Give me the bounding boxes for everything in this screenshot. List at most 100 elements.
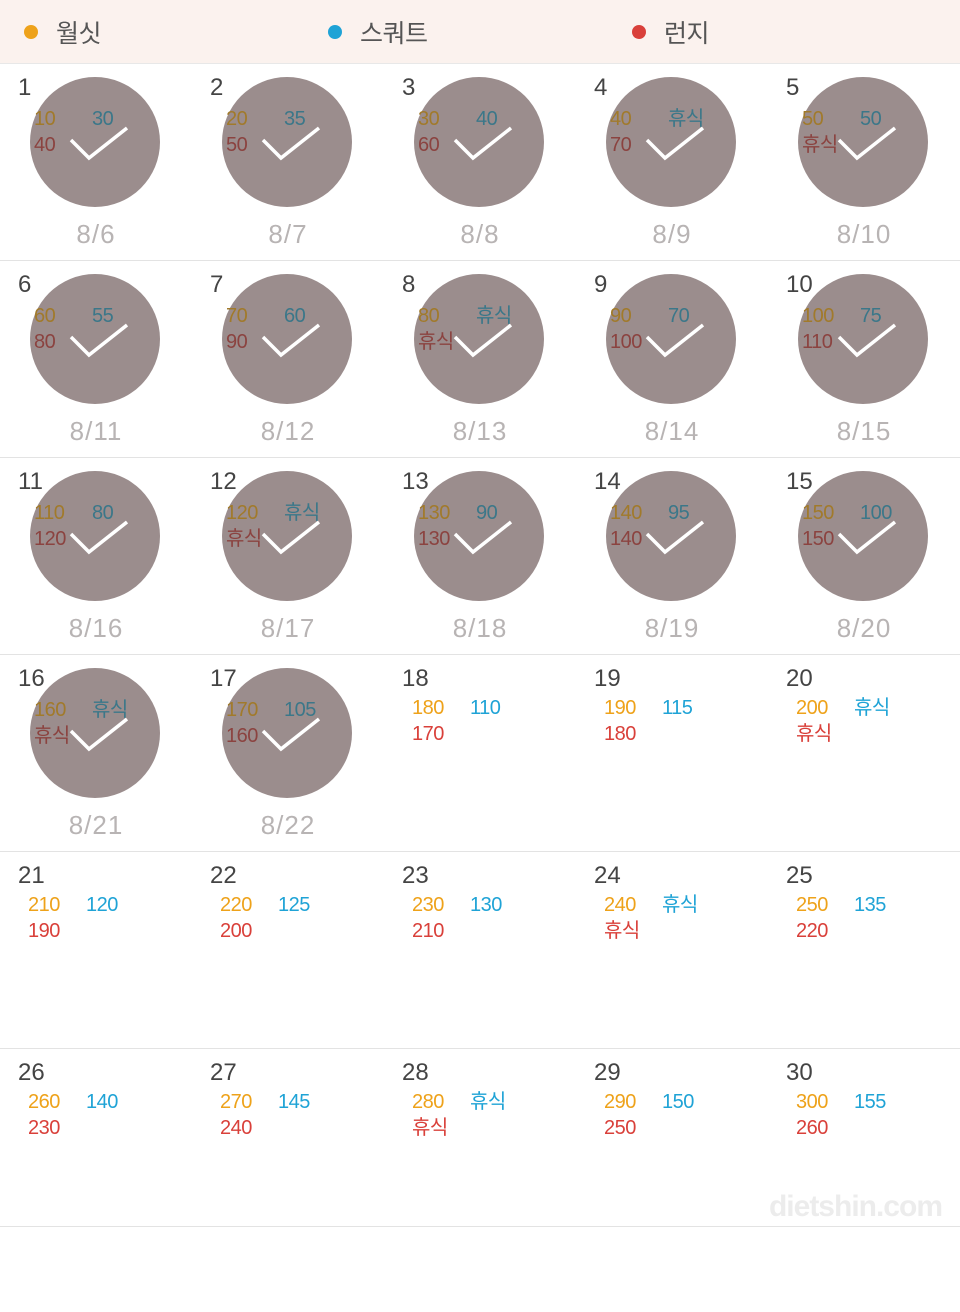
day-cell[interactable]: 13130901308/18	[384, 458, 576, 655]
exercise-values: 280휴식휴식	[412, 1089, 576, 1141]
day-number: 24	[594, 862, 768, 890]
lunge-value: 260	[796, 1117, 828, 1139]
wallsit-value: 260	[28, 1089, 86, 1115]
dot-icon	[328, 25, 342, 39]
exercise-values: 210120190	[28, 892, 192, 944]
day-cell[interactable]: 22220125200	[192, 852, 384, 1049]
day-cell[interactable]: 77060908/12	[192, 261, 384, 458]
lunge-value: 250	[604, 1117, 636, 1139]
squat-value: 80	[92, 500, 113, 526]
day-number: 28	[402, 1059, 576, 1087]
completion-date: 8/9	[576, 219, 768, 250]
completion-date: 8/22	[192, 810, 384, 841]
day-number: 30	[786, 1059, 960, 1087]
exercise-values: 120휴식휴식	[226, 500, 384, 552]
day-cell[interactable]: 440휴식708/9	[576, 64, 768, 261]
completion-date: 8/10	[768, 219, 960, 250]
day-cell[interactable]: 26260140230	[0, 1049, 192, 1227]
completion-date: 8/11	[0, 416, 192, 447]
day-cell[interactable]: 11030408/6	[0, 64, 192, 261]
wallsit-value: 50	[802, 106, 860, 132]
exercise-values: 11080120	[34, 500, 192, 552]
day-cell[interactable]: 24240휴식휴식	[576, 852, 768, 1049]
squat-value: 휴식	[470, 1089, 506, 1115]
lunge-value: 휴식	[226, 528, 262, 550]
lunge-value: 100	[610, 331, 642, 353]
wallsit-value: 160	[34, 697, 92, 723]
exercise-values: 230130210	[412, 892, 576, 944]
lunge-value: 200	[220, 920, 252, 942]
day-cell[interactable]: 23230130210	[384, 852, 576, 1049]
squat-value: 100	[860, 500, 892, 526]
exercise-values: 9070100	[610, 303, 768, 355]
day-cell[interactable]: 22035508/7	[192, 64, 384, 261]
day-cell[interactable]: 66055808/11	[0, 261, 192, 458]
lunge-value: 80	[34, 331, 55, 353]
lunge-value: 90	[226, 331, 247, 353]
exercise-values: 250135220	[796, 892, 960, 944]
day-number: 26	[18, 1059, 192, 1087]
day-number: 23	[402, 862, 576, 890]
day-cell[interactable]: 14140951408/19	[576, 458, 768, 655]
wallsit-value: 240	[604, 892, 662, 918]
lunge-value: 휴식	[418, 331, 454, 353]
day-cell[interactable]: 10100751108/15	[768, 261, 960, 458]
day-cell[interactable]: 19190115180	[576, 655, 768, 852]
lunge-value: 휴식	[802, 134, 838, 156]
day-cell[interactable]: 12120휴식휴식8/17	[192, 458, 384, 655]
day-cell[interactable]: 20200휴식휴식	[768, 655, 960, 852]
exercise-values: 10075110	[802, 303, 960, 355]
wallsit-value: 270	[220, 1089, 278, 1115]
lunge-value: 110	[802, 331, 832, 353]
wallsit-value: 280	[412, 1089, 470, 1115]
completion-date: 8/20	[768, 613, 960, 644]
wallsit-value: 70	[226, 303, 284, 329]
wallsit-value: 190	[604, 695, 662, 721]
legend-bar: 월싯 스쿼트 런지	[0, 0, 960, 64]
exercise-values: 13090130	[418, 500, 576, 552]
completion-date: 8/19	[576, 613, 768, 644]
day-number: 21	[18, 862, 192, 890]
wallsit-value: 40	[610, 106, 668, 132]
squat-value: 40	[476, 106, 497, 132]
squat-value: 140	[86, 1089, 118, 1115]
day-cell[interactable]: 11110801208/16	[0, 458, 192, 655]
squat-value: 115	[662, 695, 692, 721]
day-cell[interactable]: 29290150250	[576, 1049, 768, 1227]
squat-value: 145	[278, 1089, 310, 1115]
day-cell[interactable]: 990701008/14	[576, 261, 768, 458]
completion-date: 8/6	[0, 219, 192, 250]
lunge-value: 휴식	[796, 723, 832, 745]
completion-date: 8/14	[576, 416, 768, 447]
wallsit-value: 220	[220, 892, 278, 918]
legend-label: 월싯	[56, 14, 101, 50]
squat-value: 120	[86, 892, 118, 918]
squat-value: 50	[860, 106, 881, 132]
day-cell[interactable]: 171701051608/22	[192, 655, 384, 852]
exercise-values: 203550	[226, 106, 384, 158]
day-cell[interactable]: 151501001508/20	[768, 458, 960, 655]
day-cell[interactable]: 21210120190	[0, 852, 192, 1049]
day-cell[interactable]: 25250135220	[768, 852, 960, 1049]
completion-date: 8/18	[384, 613, 576, 644]
lunge-value: 50	[226, 134, 247, 156]
day-cell[interactable]: 33040608/8	[384, 64, 576, 261]
squat-value: 150	[662, 1089, 694, 1115]
day-cell[interactable]: 30300155260dietshin.com	[768, 1049, 960, 1227]
day-cell[interactable]: 55050휴식8/10	[768, 64, 960, 261]
day-number: 25	[786, 862, 960, 890]
day-cell[interactable]: 27270145240	[192, 1049, 384, 1227]
exercise-values: 240휴식휴식	[604, 892, 768, 944]
exercise-values: 170105160	[226, 697, 384, 749]
day-cell[interactable]: 28280휴식휴식	[384, 1049, 576, 1227]
wallsit-value: 30	[418, 106, 476, 132]
completion-date: 8/17	[192, 613, 384, 644]
day-cell[interactable]: 16160휴식휴식8/21	[0, 655, 192, 852]
lunge-value: 140	[610, 528, 642, 550]
lunge-value: 60	[418, 134, 439, 156]
wallsit-value: 290	[604, 1089, 662, 1115]
squat-value: 휴식	[476, 303, 512, 329]
day-cell[interactable]: 18180110170	[384, 655, 576, 852]
legend-label: 런지	[664, 14, 709, 50]
day-cell[interactable]: 880휴식휴식8/13	[384, 261, 576, 458]
